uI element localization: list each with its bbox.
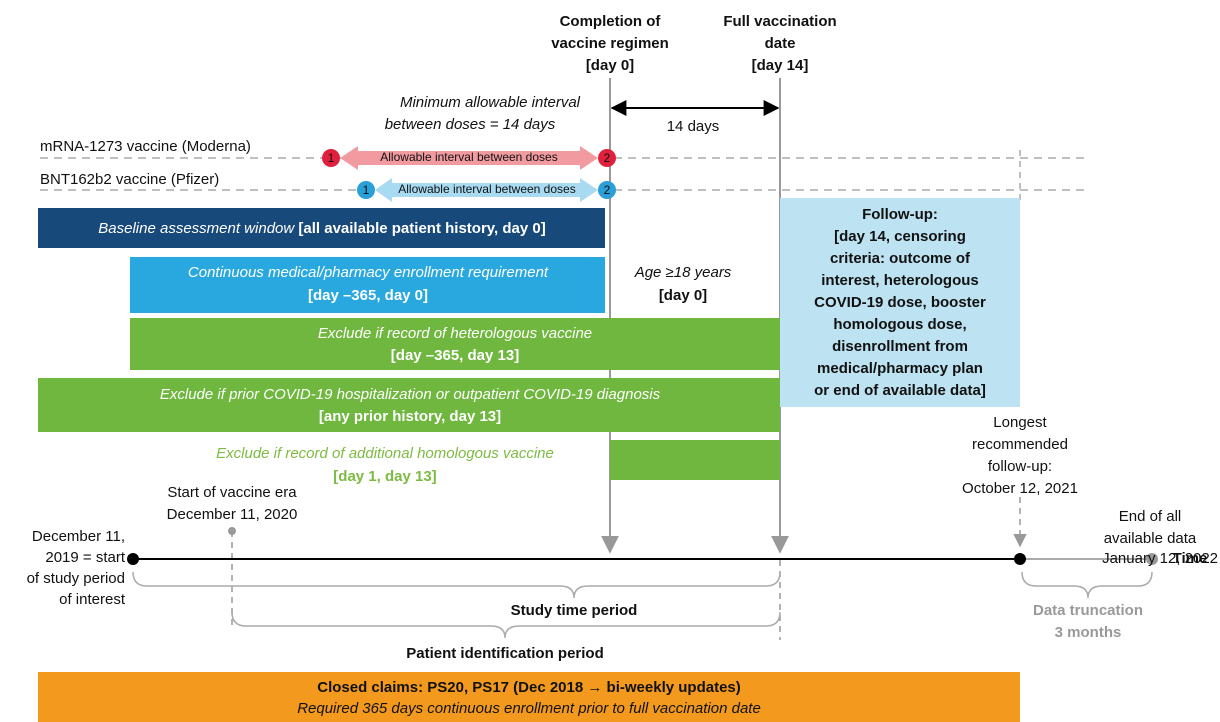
follow-up-line: COVID-19 dose, booster xyxy=(814,294,986,311)
timeline-point xyxy=(1014,553,1026,565)
longest-follow-up: follow-up: xyxy=(988,458,1052,475)
dose-marker xyxy=(357,181,375,199)
follow-up-line: criteria: outcome of xyxy=(830,250,971,267)
follow-up-line: [day 14, censoring xyxy=(834,228,966,245)
study-start: December 11, xyxy=(32,528,125,545)
baseline-text: Baseline assessment window [all availabl… xyxy=(98,220,545,237)
vaccine-name: mRNA-1273 vaccine (Moderna) xyxy=(40,138,251,155)
longest-follow-up: recommended xyxy=(972,436,1068,453)
min-interval: Minimum allowable interval xyxy=(400,94,581,111)
study-start: 2019 = start xyxy=(45,549,125,566)
follow-up-window xyxy=(780,198,1020,407)
baseline-label: Baseline assessment window xyxy=(98,220,295,237)
prior-covid-label: Exclude if prior COVID-19 hospitalizatio… xyxy=(160,386,661,403)
follow-up-line: medical/pharmacy plan xyxy=(817,360,983,377)
dose-number: 2 xyxy=(604,151,611,165)
header-text: vaccine regimen xyxy=(551,35,669,52)
closed-claims-note: Required 365 days continuous enrollment … xyxy=(297,700,761,717)
follow-up-line: disenrollment from xyxy=(832,338,968,355)
homologous-range: [day 1, day 13] xyxy=(333,468,436,485)
longest-follow-up: October 12, 2021 xyxy=(962,480,1078,497)
follow-up-line: or end of available data] xyxy=(814,382,986,399)
homologous-window xyxy=(610,440,780,480)
enrollment-label: Continuous medical/pharmacy enrollment r… xyxy=(188,264,549,281)
study-brace xyxy=(132,571,781,599)
baseline-window xyxy=(38,208,605,248)
dose-number: 1 xyxy=(363,183,370,197)
truncation-brace xyxy=(1021,571,1153,599)
interval-label: Allowable interval between doses xyxy=(398,182,575,196)
header-text: Full vaccination xyxy=(723,13,836,30)
baseline-range: [all available patient history, day 0] xyxy=(298,220,545,237)
header-text: Completion of xyxy=(560,13,662,30)
enrollment-range: [day –365, day 0] xyxy=(308,287,428,304)
dose-number: 1 xyxy=(328,151,335,165)
identification-period: Patient identification period xyxy=(406,645,604,662)
interval-label: Allowable interval between doses xyxy=(380,150,557,164)
study-start: of interest xyxy=(59,591,126,608)
follow-up-title: Follow-up: xyxy=(862,206,938,223)
axis-label: Time xyxy=(1173,550,1208,567)
age-range: [day 0] xyxy=(659,287,707,304)
timeline-point xyxy=(127,553,139,565)
header-text: [day 0] xyxy=(586,57,634,74)
dose-number: 2 xyxy=(604,183,611,197)
data-end: End of all xyxy=(1119,508,1182,525)
interval-arrow xyxy=(375,178,598,202)
longest-follow-up: Longest xyxy=(993,414,1047,431)
header-text: [day 14] xyxy=(752,57,809,74)
prior-covid-range: [any prior history, day 13] xyxy=(319,408,501,425)
enrollment-window xyxy=(130,257,605,313)
heterologous-label: Exclude if record of heterologous vaccin… xyxy=(318,325,592,342)
truncation-label: 3 months xyxy=(1055,624,1122,641)
prior-covid-window xyxy=(38,378,780,432)
data-end: available data xyxy=(1104,530,1197,547)
interval-arrow xyxy=(340,146,598,170)
vaccine-era: Start of vaccine era xyxy=(167,484,297,501)
timeline-point xyxy=(228,527,236,535)
heterologous-range: [day –365, day 13] xyxy=(391,347,519,364)
follow-up-line: interest, heterologous xyxy=(821,272,979,289)
timeline-point xyxy=(1146,553,1158,565)
min-interval: between doses = 14 days xyxy=(385,116,556,133)
identification-brace xyxy=(231,611,781,639)
dose-marker xyxy=(598,181,616,199)
dose-marker xyxy=(322,149,340,167)
dose-marker xyxy=(598,149,616,167)
truncation-label: Data truncation xyxy=(1033,602,1143,619)
follow-up-line: homologous dose, xyxy=(833,316,966,333)
closed-claims-title: Closed claims: PS20, PS17 (Dec 2018 → bi… xyxy=(317,679,741,696)
age-label: Age ≥18 years xyxy=(634,264,732,281)
vaccine-name: BNT162b2 vaccine (Pfizer) xyxy=(40,171,219,188)
study-start: of study period xyxy=(27,570,125,587)
homologous-label: Exclude if record of additional homologo… xyxy=(216,445,554,462)
heterologous-window xyxy=(130,318,780,370)
data-end: January 12, 2022 xyxy=(1102,550,1218,567)
header-text: date xyxy=(765,35,796,52)
vaccine-era: December 11, 2020 xyxy=(167,506,298,523)
interval-length: 14 days xyxy=(667,118,720,135)
study-period: Study time period xyxy=(511,602,638,619)
closed-claims-box xyxy=(38,672,1020,722)
